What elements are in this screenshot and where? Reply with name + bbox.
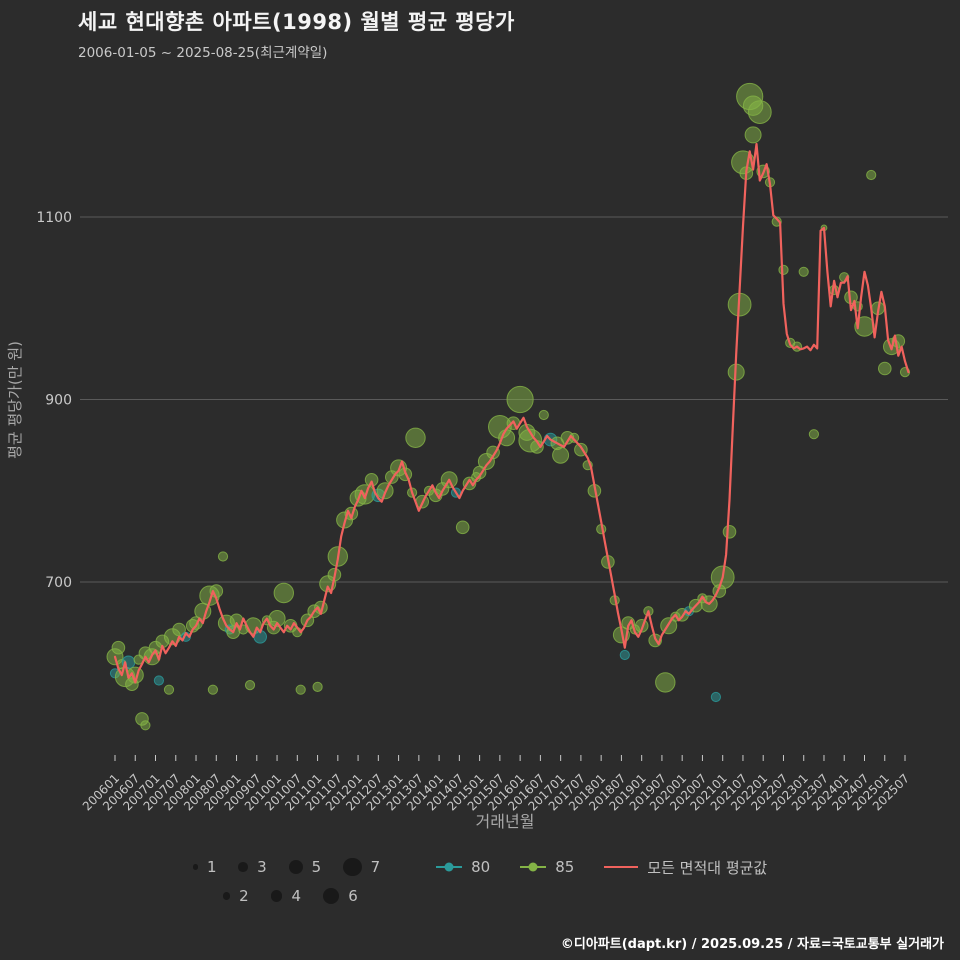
size-legend-item-2[interactable]: 2 bbox=[222, 887, 249, 905]
bubble-area-80[interactable] bbox=[619, 649, 630, 661]
bubble-area-80[interactable] bbox=[710, 691, 722, 703]
series-legend-label: 모든 면적대 평균값 bbox=[647, 858, 768, 877]
bubble-area-85[interactable] bbox=[268, 610, 286, 627]
size-legend-item-7[interactable]: 7 bbox=[343, 857, 381, 877]
marker-swatch-icon bbox=[520, 862, 547, 872]
y-axis-label: 평균 평당가(만 원) bbox=[6, 341, 24, 459]
size-dot-icon bbox=[288, 860, 303, 874]
series-legend-label: 85 bbox=[555, 858, 575, 876]
bubble-area-80[interactable] bbox=[153, 675, 164, 686]
size-legend-label: 5 bbox=[311, 858, 322, 876]
x-axis-label: 거래년월 bbox=[476, 812, 535, 831]
marker-dot-icon bbox=[528, 862, 538, 872]
credit-text: ©디아파트(dapt.kr) / 2025.09.25 / 자료=국토교통부 실… bbox=[560, 937, 944, 952]
size-legend-label: 4 bbox=[291, 887, 302, 905]
credit-footer: ©디아파트(dapt.kr) / 2025.09.25 / 자료=국토교통부 실… bbox=[561, 933, 944, 952]
series-color-legend: 80 85 모든 면적대 평균값 bbox=[436, 856, 767, 878]
bubble-area-85[interactable] bbox=[295, 684, 306, 695]
bubble-area-85[interactable] bbox=[878, 361, 892, 376]
size-dot-icon bbox=[343, 857, 362, 877]
bubble-area-85[interactable] bbox=[111, 640, 126, 655]
bubble-area-85[interactable] bbox=[866, 169, 877, 181]
size-legend-item-1[interactable]: 1 bbox=[192, 858, 217, 876]
size-legend-label: 7 bbox=[370, 857, 381, 876]
bubble-area-85[interactable] bbox=[207, 684, 218, 695]
series-legend-item[interactable]: 모든 면적대 평균값 bbox=[604, 857, 767, 878]
y-tick-label: 1100 bbox=[36, 210, 72, 226]
bubble-area-85[interactable] bbox=[163, 684, 175, 695]
size-dot-icon bbox=[323, 887, 340, 905]
bubble-area-85[interactable] bbox=[778, 264, 789, 275]
bubble-area-85[interactable] bbox=[364, 473, 379, 487]
size-legend-row: 2 4 6 bbox=[222, 885, 380, 907]
bubble-area-85[interactable] bbox=[405, 427, 426, 448]
bubble-area-85[interactable] bbox=[273, 582, 294, 604]
line-swatch-icon bbox=[604, 866, 639, 868]
size-legend-item-3[interactable]: 3 bbox=[238, 858, 267, 876]
size-dot-icon bbox=[238, 862, 249, 872]
marker-swatch-icon bbox=[436, 862, 463, 872]
bubble-area-85[interactable] bbox=[798, 266, 809, 277]
bubble-size-legend: 1 3 5 7 2 4 6 bbox=[192, 856, 381, 907]
y-tick-label: 900 bbox=[45, 393, 72, 409]
size-dot-icon bbox=[270, 890, 283, 902]
series-legend-item[interactable]: 80 bbox=[436, 858, 490, 876]
bubble-area-85[interactable] bbox=[808, 429, 820, 440]
bubble-area-85[interactable] bbox=[655, 672, 676, 693]
size-legend-row: 1 3 5 7 bbox=[192, 856, 381, 878]
bubble-area-85[interactable] bbox=[744, 126, 762, 144]
bubble-area-85[interactable] bbox=[552, 446, 570, 464]
size-legend-item-6[interactable]: 6 bbox=[323, 887, 358, 905]
average-price-line[interactable] bbox=[113, 142, 910, 684]
page-title: 세교 현대향촌 아파트(1998) 월별 평균 평당가 bbox=[78, 10, 515, 34]
size-legend-label: 2 bbox=[239, 887, 249, 905]
size-legend-item-5[interactable]: 5 bbox=[288, 858, 322, 876]
y-tick-label: 700 bbox=[45, 575, 72, 591]
size-dot-icon bbox=[222, 892, 231, 900]
size-legend-label: 3 bbox=[257, 858, 267, 876]
size-legend-label: 6 bbox=[348, 887, 358, 905]
bubble-area-85[interactable] bbox=[244, 680, 256, 691]
size-legend-label: 1 bbox=[206, 858, 217, 876]
chart-legend: 1 3 5 7 2 4 6 80 85 모든 면적대 평균값 bbox=[0, 856, 960, 907]
series-legend-label: 80 bbox=[471, 858, 491, 876]
bubble-area-85[interactable] bbox=[217, 551, 229, 562]
bubble-area-85[interactable] bbox=[747, 100, 772, 124]
series-legend-item[interactable]: 85 bbox=[520, 858, 574, 876]
marker-dot-icon bbox=[444, 862, 454, 872]
chart-header: 세교 현대향촌 아파트(1998) 월별 평균 평당가 2006-01-05 ~… bbox=[78, 6, 515, 61]
bubble-area-85[interactable] bbox=[455, 520, 470, 535]
page-subtitle: 2006-01-05 ~ 2025-08-25(최근계약일) bbox=[78, 45, 328, 61]
bubble-area-85[interactable] bbox=[140, 720, 151, 731]
size-legend-item-4[interactable]: 4 bbox=[270, 887, 302, 905]
bubble-area-85[interactable] bbox=[771, 216, 782, 227]
bubble-area-85[interactable] bbox=[538, 409, 549, 421]
size-dot-icon bbox=[192, 864, 198, 870]
bubble-area-85[interactable] bbox=[312, 681, 323, 693]
bubble-area-85[interactable] bbox=[506, 385, 534, 414]
bubble-area-85[interactable] bbox=[722, 525, 737, 539]
